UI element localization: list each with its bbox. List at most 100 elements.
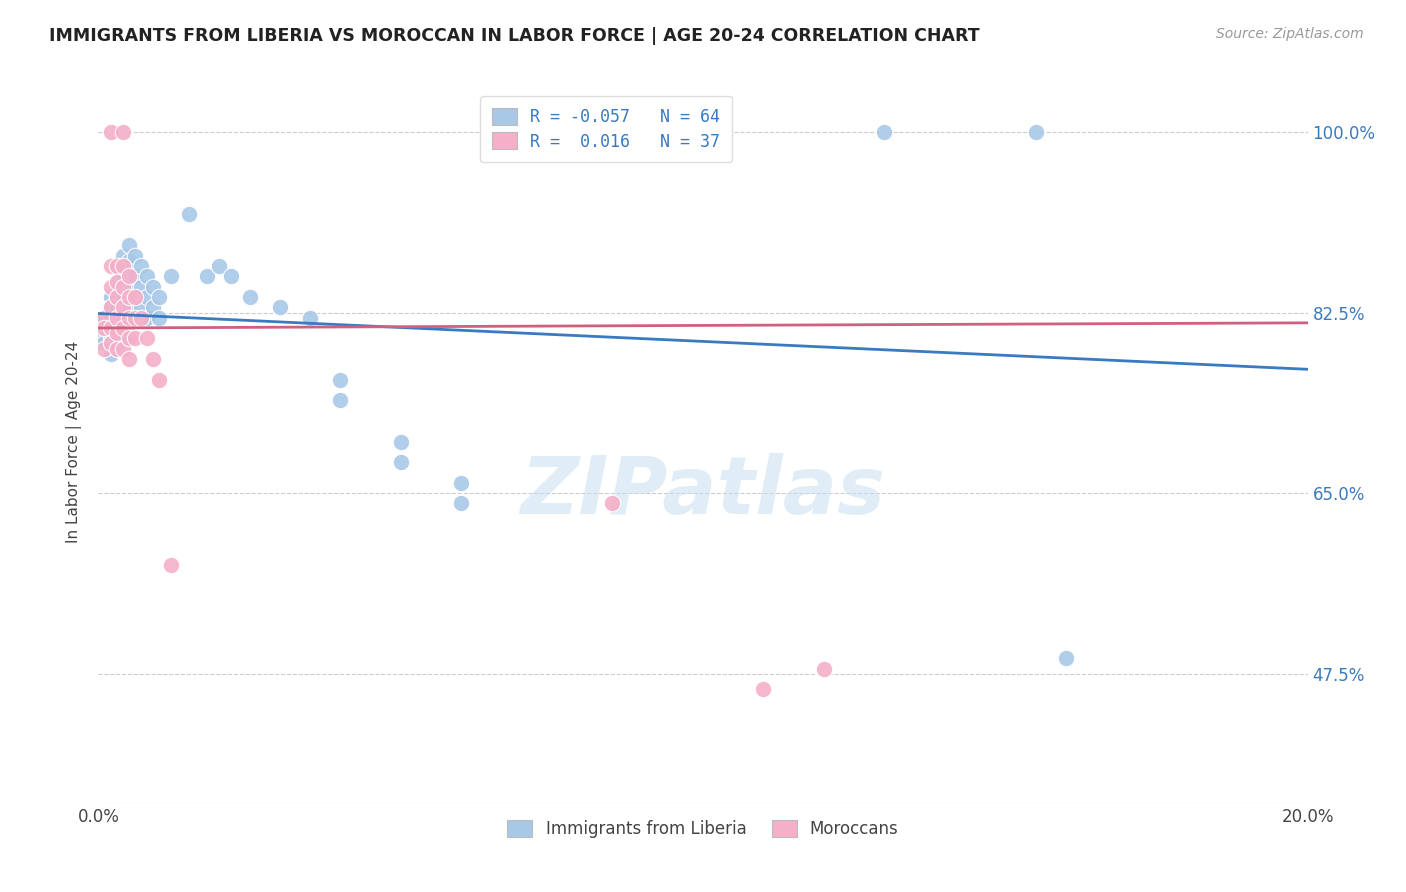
Point (111, 301, 134, 315)
Point (100, 259, 122, 273)
Point (142, 279, 165, 293)
Point (105, 321, 128, 335)
Point (124, 269, 146, 284)
Point (813, 662, 835, 676)
Point (100, 331, 122, 345)
Point (100, 301, 122, 315)
Point (142, 351, 165, 366)
Point (93, 342, 115, 356)
Point (179, 207, 201, 221)
Point (111, 125, 134, 139)
Point (124, 331, 146, 345)
Point (100, 301, 122, 315)
Point (195, 269, 218, 284)
Point (105, 342, 128, 356)
Point (124, 310, 146, 325)
Point (100, 290, 122, 304)
Point (118, 331, 141, 345)
Point (105, 275, 128, 289)
Point (124, 249, 146, 263)
Point (93, 331, 115, 345)
Point (118, 331, 141, 345)
Point (111, 259, 134, 273)
Point (111, 259, 134, 273)
Point (111, 310, 134, 325)
Point (148, 290, 170, 304)
Text: ZIPatlas: ZIPatlas (520, 453, 886, 531)
Point (389, 455, 412, 469)
Point (221, 269, 243, 284)
Point (118, 316, 141, 330)
Point (111, 279, 134, 293)
Point (329, 393, 352, 408)
Point (105, 326, 128, 341)
Point (93, 310, 115, 325)
Point (148, 373, 170, 387)
Point (208, 259, 231, 273)
Point (135, 310, 157, 325)
Point (148, 310, 170, 325)
Point (299, 310, 322, 325)
Point (239, 290, 262, 304)
Point (100, 310, 122, 325)
Point (135, 290, 157, 304)
Point (269, 301, 291, 315)
Point (111, 279, 134, 293)
Point (100, 336, 122, 351)
Point (93, 321, 115, 335)
Point (111, 321, 134, 335)
Point (1054, 651, 1077, 665)
Point (111, 249, 134, 263)
Point (118, 351, 141, 366)
Point (129, 301, 152, 315)
Point (100, 336, 122, 351)
Point (118, 301, 141, 315)
Point (105, 301, 128, 315)
Point (450, 475, 472, 490)
Point (111, 321, 134, 335)
Point (93, 336, 115, 351)
Point (135, 269, 157, 284)
Point (1024, 125, 1046, 139)
Point (124, 290, 146, 304)
Point (389, 434, 412, 449)
Point (105, 310, 128, 325)
Point (105, 331, 128, 345)
Point (118, 269, 141, 284)
Point (118, 285, 141, 299)
Point (100, 125, 122, 139)
Point (105, 290, 128, 304)
Point (142, 301, 165, 315)
Point (118, 290, 141, 304)
Point (111, 301, 134, 315)
Text: IMMIGRANTS FROM LIBERIA VS MOROCCAN IN LABOR FORCE | AGE 20-24 CORRELATION CHART: IMMIGRANTS FROM LIBERIA VS MOROCCAN IN L… (49, 27, 980, 45)
Legend: Immigrants from Liberia, Moroccans: Immigrants from Liberia, Moroccans (501, 814, 905, 845)
Point (105, 275, 128, 289)
Point (105, 290, 128, 304)
Point (329, 373, 352, 387)
Point (135, 331, 157, 345)
Point (100, 321, 122, 335)
Point (105, 310, 128, 325)
Point (160, 269, 183, 284)
Point (105, 259, 128, 273)
Point (129, 279, 152, 293)
Point (450, 496, 472, 510)
Point (752, 682, 775, 697)
Point (93, 310, 115, 325)
Point (124, 290, 146, 304)
Point (124, 310, 146, 325)
Point (129, 310, 152, 325)
Text: Source: ZipAtlas.com: Source: ZipAtlas.com (1216, 27, 1364, 41)
Point (118, 238, 141, 252)
Point (105, 342, 128, 356)
Point (129, 259, 152, 273)
Point (111, 269, 134, 284)
Y-axis label: In Labor Force | Age 20-24: In Labor Force | Age 20-24 (66, 341, 83, 542)
Point (100, 279, 122, 293)
Point (118, 269, 141, 284)
Point (111, 290, 134, 304)
Point (100, 347, 122, 361)
Point (100, 321, 122, 335)
Point (105, 259, 128, 273)
